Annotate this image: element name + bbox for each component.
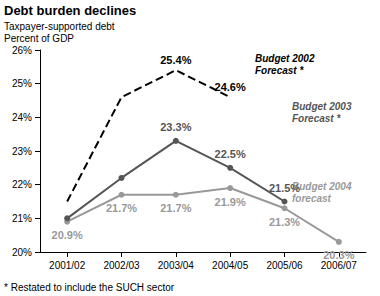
svg-text:2002/03: 2002/03 xyxy=(103,260,140,271)
svg-text:2005/06: 2005/06 xyxy=(266,260,303,271)
svg-text:Budget 2002: Budget 2002 xyxy=(255,53,315,64)
svg-text:Taxpayer-supported debt: Taxpayer-supported debt xyxy=(4,21,115,32)
svg-text:Forecast *: Forecast * xyxy=(255,65,304,76)
svg-text:21.5%: 21.5% xyxy=(269,182,300,194)
svg-text:20.9%: 20.9% xyxy=(52,229,83,241)
svg-text:Budget 2003: Budget 2003 xyxy=(292,101,352,112)
svg-text:23.3%: 23.3% xyxy=(160,121,191,133)
svg-text:21.7%: 21.7% xyxy=(160,202,191,214)
svg-text:21.3%: 21.3% xyxy=(269,216,300,228)
svg-text:21%: 21% xyxy=(12,213,32,224)
svg-text:21.7%: 21.7% xyxy=(106,202,137,214)
svg-text:2001/02: 2001/02 xyxy=(49,260,86,271)
svg-text:25.4%: 25.4% xyxy=(160,54,191,66)
svg-text:2003/04: 2003/04 xyxy=(158,260,195,271)
svg-text:20%: 20% xyxy=(12,247,32,258)
svg-text:24.6%: 24.6% xyxy=(215,81,246,93)
svg-text:forecast: forecast xyxy=(292,193,332,204)
svg-text:2004/05: 2004/05 xyxy=(212,260,249,271)
svg-text:24%: 24% xyxy=(12,112,32,123)
svg-text:20.3%: 20.3% xyxy=(323,249,354,261)
svg-text:Forecast *: Forecast * xyxy=(292,113,341,124)
svg-text:Debt burden declines: Debt burden declines xyxy=(4,3,136,18)
svg-text:22.5%: 22.5% xyxy=(215,148,246,160)
svg-text:25%: 25% xyxy=(12,78,32,89)
svg-text:26%: 26% xyxy=(12,45,32,56)
svg-text:21.9%: 21.9% xyxy=(215,196,246,208)
svg-text:2006/07: 2006/07 xyxy=(320,259,357,271)
svg-text:* Restated to include the SUCH: * Restated to include the SUCH sector xyxy=(4,282,175,293)
svg-text:22%: 22% xyxy=(12,179,32,190)
svg-text:23%: 23% xyxy=(12,146,32,157)
svg-text:Budget 2004: Budget 2004 xyxy=(292,181,352,192)
svg-text:Percent of GDP: Percent of GDP xyxy=(4,33,74,44)
